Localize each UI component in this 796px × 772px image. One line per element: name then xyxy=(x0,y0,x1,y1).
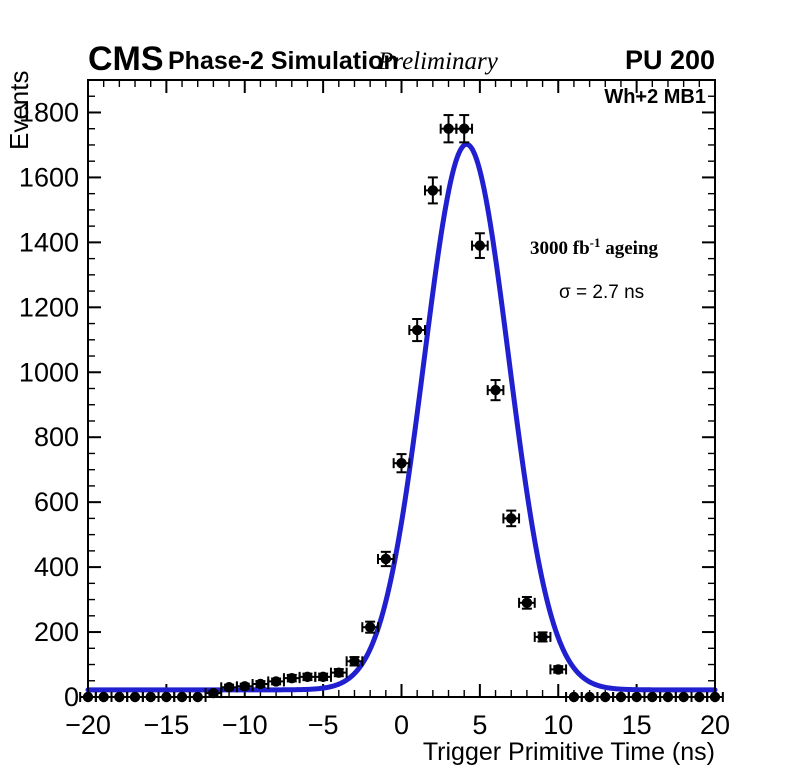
data-marker xyxy=(364,621,376,633)
x-axis-title: Trigger Primitive Time (ns) xyxy=(423,738,715,766)
x-tick-label: 20 xyxy=(700,710,730,740)
fit-curve-path xyxy=(85,141,718,693)
data-point xyxy=(361,620,379,634)
data-point xyxy=(392,453,411,474)
x-tick-label: 10 xyxy=(543,710,573,740)
sample-annotation: Wh+2 MB1 xyxy=(604,86,706,108)
data-marker xyxy=(380,553,392,565)
data-marker xyxy=(286,672,297,684)
y-tick-label: 1400 xyxy=(19,227,79,257)
data-marker xyxy=(223,682,235,693)
data-point xyxy=(235,681,254,692)
data-marker xyxy=(239,681,250,692)
phase-label: Phase-2 Simulation xyxy=(168,47,399,75)
data-point xyxy=(518,595,536,610)
cms-logo-text: CMS xyxy=(88,40,164,78)
luminosity-exponent: -1 xyxy=(590,235,601,250)
gaussian-fit-curve xyxy=(85,141,718,693)
x-tick-label: −20 xyxy=(65,710,111,740)
data-marker xyxy=(411,324,423,336)
luminosity-annotation: 3000 fb-1 ageing xyxy=(530,235,659,259)
data-point xyxy=(424,176,442,205)
y-tick-label: 600 xyxy=(34,487,79,517)
y-tick-label: 1600 xyxy=(19,162,79,192)
data-point xyxy=(329,667,348,678)
data-point xyxy=(298,671,317,683)
y-tick-label: 1800 xyxy=(19,97,79,127)
x-tick-label: −5 xyxy=(308,710,339,740)
data-marker xyxy=(270,676,282,687)
y-tick-label: 800 xyxy=(34,422,79,452)
x-tick-label: 0 xyxy=(394,710,409,740)
y-tick-label: 0 xyxy=(64,682,79,712)
preliminary-label: Preliminary xyxy=(377,48,499,75)
data-point xyxy=(502,509,521,528)
data-points-series xyxy=(79,114,724,703)
axis-tick-labels: −20 −15 −10 −5 0 5 10 15 20020040060080010001200… xyxy=(19,97,730,740)
y-axis-title: Events xyxy=(4,71,34,151)
data-marker xyxy=(255,678,266,690)
y-tick-label: 200 xyxy=(34,617,79,647)
y-tick-label: 400 xyxy=(34,552,79,582)
x-tick-label: 5 xyxy=(472,710,487,740)
x-tick-label: −10 xyxy=(222,710,268,740)
data-marker xyxy=(490,384,501,396)
data-marker xyxy=(302,671,313,683)
luminosity-prefix: 3000 fb xyxy=(530,238,590,259)
data-point xyxy=(439,114,458,144)
data-point xyxy=(267,676,285,687)
x-tick-label: 15 xyxy=(622,710,652,740)
data-point xyxy=(471,232,489,259)
data-marker xyxy=(208,687,219,699)
data-marker xyxy=(396,457,407,469)
data-point xyxy=(549,664,568,675)
data-point xyxy=(533,631,552,643)
data-point xyxy=(282,672,301,684)
data-marker xyxy=(317,671,329,683)
y-tick-label: 1200 xyxy=(19,292,79,322)
data-marker xyxy=(553,664,564,675)
data-point xyxy=(251,678,270,690)
data-marker xyxy=(474,240,486,251)
plot-frame xyxy=(87,79,716,698)
y-tick-label: 1000 xyxy=(19,357,79,387)
pileup-label: PU 200 xyxy=(625,45,715,75)
data-marker xyxy=(427,185,439,196)
luminosity-suffix: ageing xyxy=(601,238,659,259)
sigma-annotation: σ = 2.7 ns xyxy=(559,282,644,303)
data-marker xyxy=(521,597,533,609)
data-marker xyxy=(443,123,454,134)
data-marker xyxy=(506,513,517,524)
data-point xyxy=(376,550,395,568)
data-marker xyxy=(333,667,344,678)
axis-ticks xyxy=(87,79,716,698)
x-tick-label: −15 xyxy=(143,710,189,740)
data-marker xyxy=(349,656,360,667)
data-marker xyxy=(537,631,548,643)
data-point xyxy=(220,682,238,693)
data-point xyxy=(408,318,427,343)
data-point xyxy=(345,656,364,667)
data-point xyxy=(486,379,505,402)
data-point xyxy=(455,114,474,144)
data-marker xyxy=(459,123,470,134)
data-point xyxy=(314,671,332,683)
